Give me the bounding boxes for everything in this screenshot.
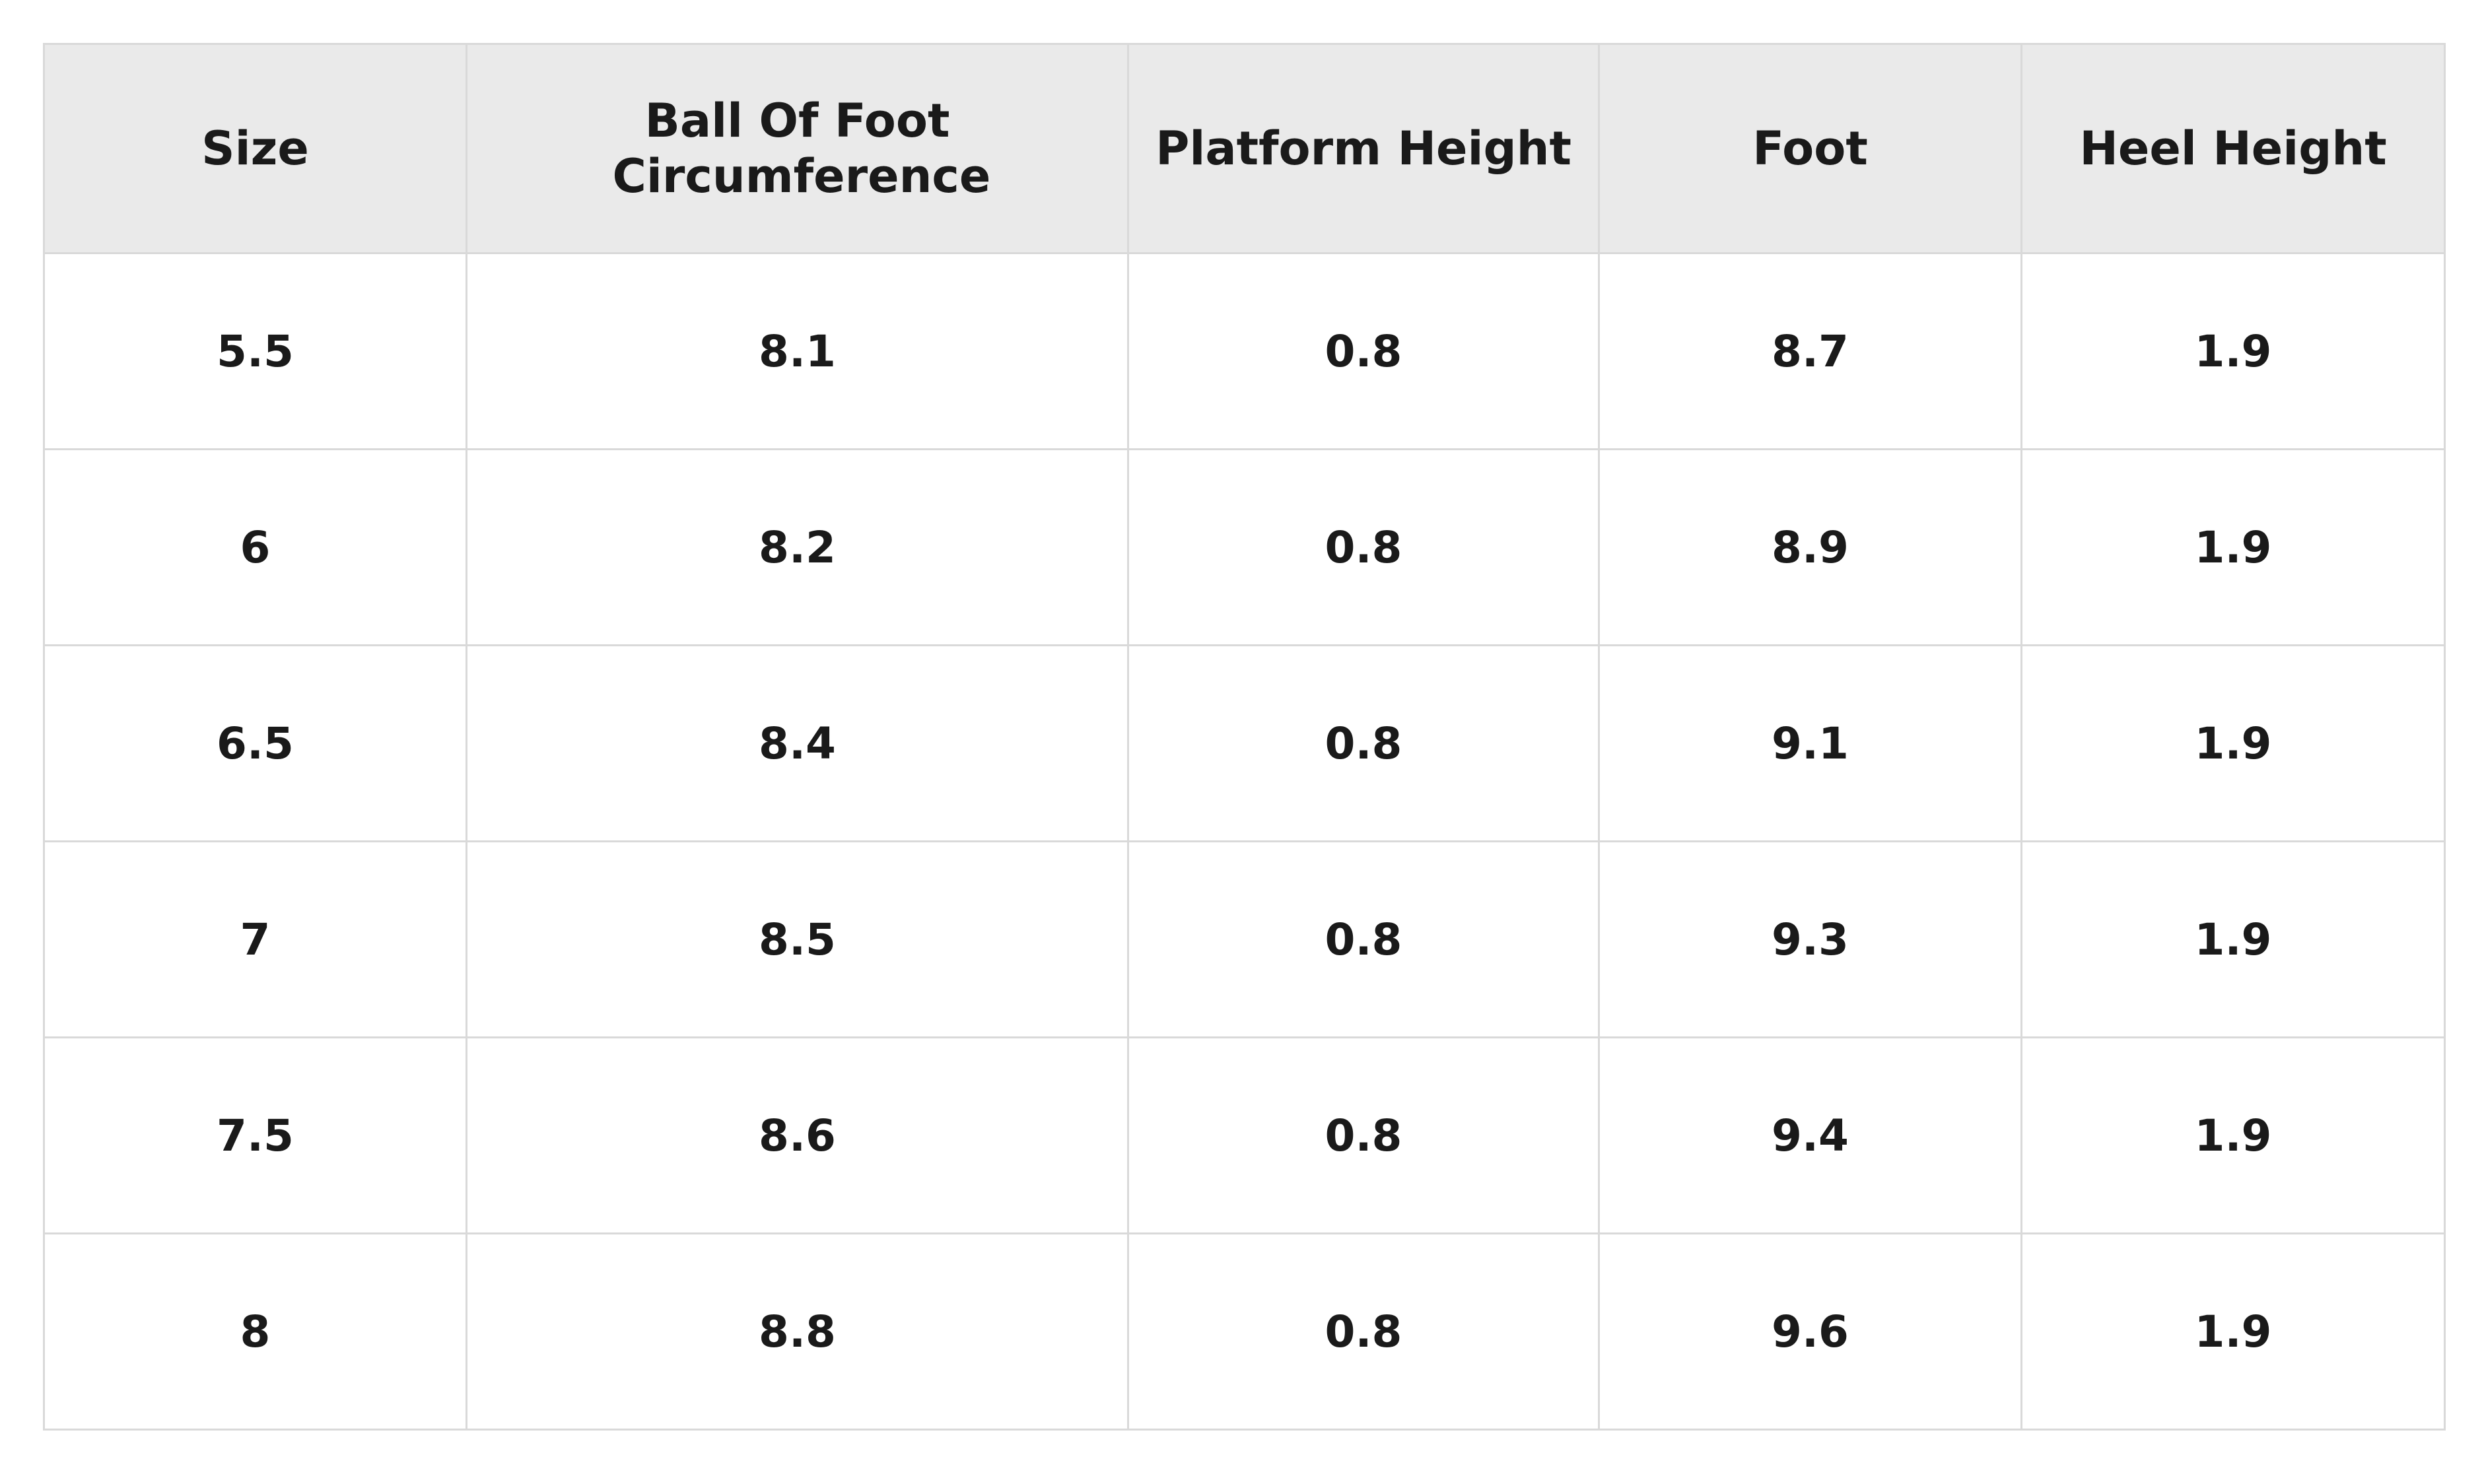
column-header-heel-height: Heel Height [2020,43,2446,254]
table-row: 7.5 8.6 0.8 9.4 1.9 [43,1036,2446,1234]
cell-ball-of-foot-circumference: 8.8 [466,1232,1129,1431]
table-row: 5.5 8.1 0.8 8.7 1.9 [43,252,2446,450]
column-header-platform-height: Platform Height [1127,43,1600,254]
column-header-foot-label: Foot [1752,121,1868,176]
cell-platform-height: 0.8 [1127,448,1600,646]
cell-foot: 8.9 [1598,448,2022,646]
header-row: Size Ball Of Foot Circumference Platform… [43,43,2446,254]
cell-size: 7 [43,840,467,1038]
size-chart-table: Size Ball Of Foot Circumference Platform… [43,43,2446,1431]
cell-platform-height: 0.8 [1127,252,1600,450]
cell-ball-of-foot-circumference: 8.5 [466,840,1129,1038]
table-body: 5.5 8.1 0.8 8.7 1.9 6 8.2 0.8 8.9 1.9 6.… [43,252,2446,1431]
table-row: 6 8.2 0.8 8.9 1.9 [43,448,2446,646]
cell-platform-height: 0.8 [1127,1036,1600,1234]
cell-heel-height: 1.9 [2020,644,2446,842]
cell-foot: 9.6 [1598,1232,2022,1431]
cell-ball-of-foot-circumference: 8.2 [466,448,1129,646]
cell-ball-of-foot-circumference: 8.6 [466,1036,1129,1234]
cell-size: 8 [43,1232,467,1431]
cell-heel-height: 1.9 [2020,1036,2446,1234]
cell-size: 7.5 [43,1036,467,1234]
cell-foot: 8.7 [1598,252,2022,450]
cell-heel-height: 1.9 [2020,252,2446,450]
column-header-ball-of-foot-circumference: Ball Of Foot Circumference [466,43,1129,254]
table-row: 6.5 8.4 0.8 9.1 1.9 [43,644,2446,842]
column-header-size: Size [43,43,467,254]
cell-foot: 9.3 [1598,840,2022,1038]
column-header-size-label: Size [201,121,309,176]
table-header: Size Ball Of Foot Circumference Platform… [43,43,2446,254]
table-row: 8 8.8 0.8 9.6 1.9 [43,1232,2446,1431]
cell-foot: 9.4 [1598,1036,2022,1234]
cell-heel-height: 1.9 [2020,840,2446,1038]
cell-ball-of-foot-circumference: 8.4 [466,644,1129,842]
cell-size: 5.5 [43,252,467,450]
column-header-foot: Foot [1598,43,2022,254]
column-header-heel-height-label: Heel Height [2079,121,2387,176]
cell-size: 6 [43,448,467,646]
column-header-platform-height-label: Platform Height [1156,121,1571,176]
table-row: 7 8.5 0.8 9.3 1.9 [43,840,2446,1038]
cell-ball-of-foot-circumference: 8.1 [466,252,1129,450]
cell-heel-height: 1.9 [2020,448,2446,646]
cell-platform-height: 0.8 [1127,1232,1600,1431]
cell-foot: 9.1 [1598,644,2022,842]
cell-platform-height: 0.8 [1127,840,1600,1038]
cell-size: 6.5 [43,644,467,842]
column-header-ball-of-foot-circumference-label: Ball Of Foot Circumference [612,94,991,203]
cell-heel-height: 1.9 [2020,1232,2446,1431]
cell-platform-height: 0.8 [1127,644,1600,842]
